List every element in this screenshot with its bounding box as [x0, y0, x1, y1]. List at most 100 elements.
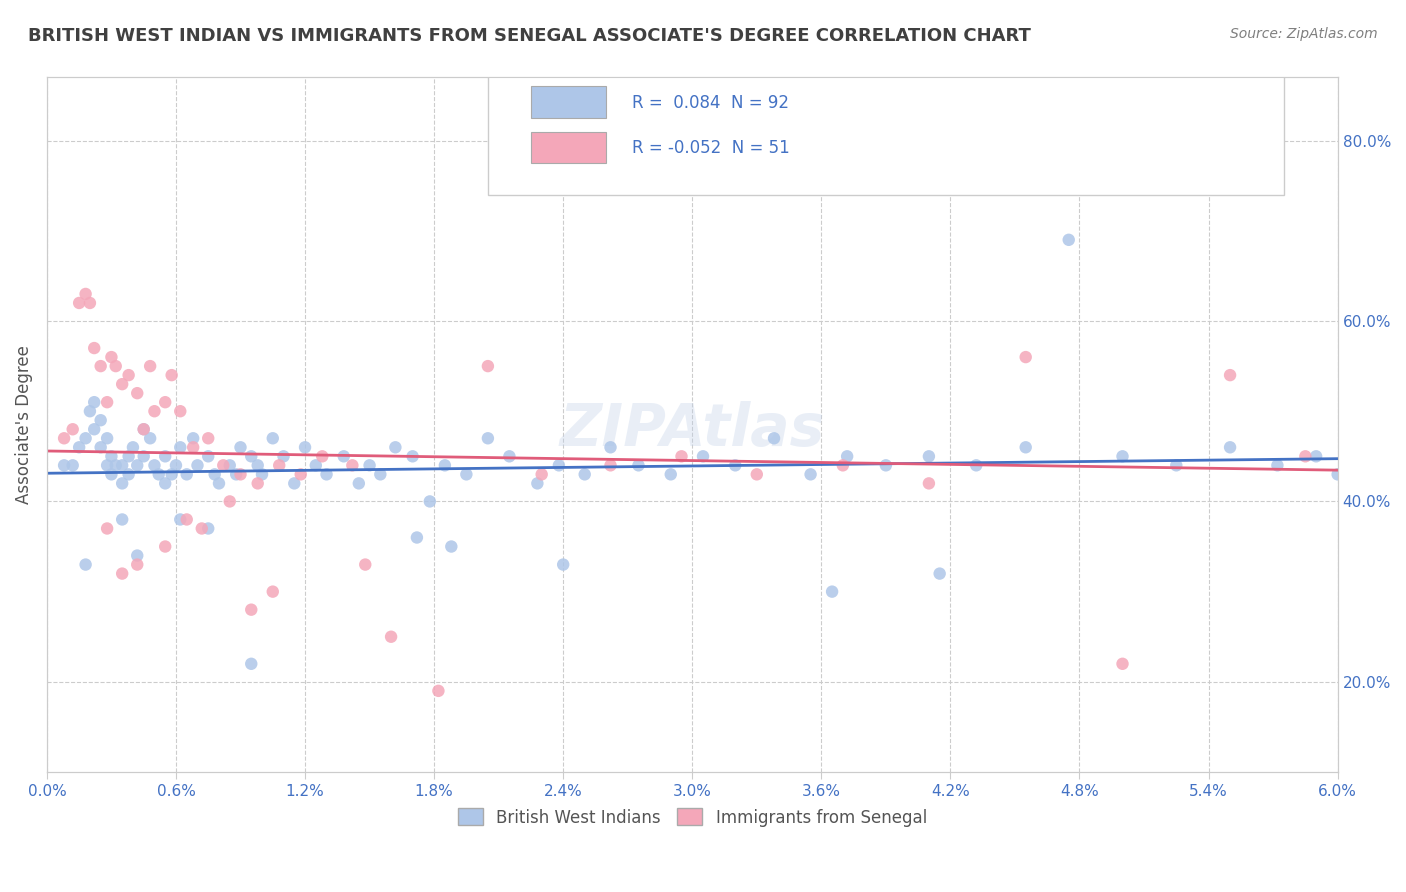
Immigrants from Senegal — [229, 467, 252, 482]
British West Indians — [53, 458, 76, 473]
Immigrants from Senegal — [831, 458, 853, 473]
Immigrants from Senegal — [96, 395, 118, 409]
Immigrants from Senegal — [75, 287, 97, 301]
Immigrants from Senegal — [169, 404, 191, 418]
British West Indians — [477, 431, 499, 445]
British West Indians — [875, 458, 897, 473]
British West Indians — [627, 458, 650, 473]
Immigrants from Senegal — [1111, 657, 1133, 671]
Legend: British West Indians, Immigrants from Senegal: British West Indians, Immigrants from Se… — [451, 802, 934, 833]
British West Indians — [574, 467, 596, 482]
British West Indians — [965, 458, 987, 473]
British West Indians — [186, 458, 208, 473]
British West Indians — [160, 467, 183, 482]
Immigrants from Senegal — [127, 558, 149, 572]
Immigrants from Senegal — [100, 350, 122, 364]
Immigrants from Senegal — [139, 359, 162, 373]
British West Indians — [139, 431, 162, 445]
British West Indians — [433, 458, 456, 473]
British West Indians — [75, 558, 97, 572]
Immigrants from Senegal — [90, 359, 112, 373]
Immigrants from Senegal — [218, 494, 240, 508]
Immigrants from Senegal — [181, 440, 204, 454]
Immigrants from Senegal — [354, 558, 377, 572]
Text: Source: ZipAtlas.com: Source: ZipAtlas.com — [1230, 27, 1378, 41]
British West Indians — [526, 476, 548, 491]
British West Indians — [169, 512, 191, 526]
Immigrants from Senegal — [111, 566, 134, 581]
British West Indians — [1015, 440, 1038, 454]
British West Indians — [111, 476, 134, 491]
British West Indians — [440, 540, 463, 554]
Text: ZIPAtlas: ZIPAtlas — [560, 401, 825, 458]
British West Indians — [67, 440, 90, 454]
Immigrants from Senegal — [269, 458, 291, 473]
Immigrants from Senegal — [599, 458, 621, 473]
British West Indians — [208, 476, 231, 491]
British West Indians — [283, 476, 305, 491]
British West Indians — [1326, 467, 1348, 482]
British West Indians — [90, 413, 112, 427]
Immigrants from Senegal — [1015, 350, 1038, 364]
British West Indians — [419, 494, 441, 508]
Immigrants from Senegal — [117, 368, 139, 383]
British West Indians — [100, 450, 122, 464]
British West Indians — [155, 476, 177, 491]
Immigrants from Senegal — [67, 296, 90, 310]
Immigrants from Senegal — [477, 359, 499, 373]
Immigrants from Senegal — [246, 476, 269, 491]
British West Indians — [111, 458, 134, 473]
British West Indians — [1219, 440, 1241, 454]
Immigrants from Senegal — [671, 450, 693, 464]
British West Indians — [456, 467, 478, 482]
British West Indians — [83, 422, 105, 436]
British West Indians — [79, 404, 101, 418]
British West Indians — [1111, 450, 1133, 464]
British West Indians — [294, 440, 316, 454]
British West Indians — [218, 458, 240, 473]
Immigrants from Senegal — [79, 296, 101, 310]
British West Indians — [83, 395, 105, 409]
British West Indians — [132, 450, 155, 464]
British West Indians — [1166, 458, 1188, 473]
Text: BRITISH WEST INDIAN VS IMMIGRANTS FROM SENEGAL ASSOCIATE'S DEGREE CORRELATION CH: BRITISH WEST INDIAN VS IMMIGRANTS FROM S… — [28, 27, 1031, 45]
British West Indians — [75, 431, 97, 445]
British West Indians — [1057, 233, 1080, 247]
Immigrants from Senegal — [380, 630, 402, 644]
Immigrants from Senegal — [155, 540, 177, 554]
British West Indians — [117, 467, 139, 482]
British West Indians — [122, 440, 145, 454]
British West Indians — [127, 549, 149, 563]
British West Indians — [599, 440, 621, 454]
British West Indians — [176, 467, 198, 482]
British West Indians — [96, 431, 118, 445]
British West Indians — [821, 584, 844, 599]
Immigrants from Senegal — [111, 377, 134, 392]
Bar — [531, 87, 606, 118]
British West Indians — [143, 458, 166, 473]
British West Indians — [498, 450, 520, 464]
Immigrants from Senegal — [530, 467, 553, 482]
Text: R =  0.084  N = 92: R = 0.084 N = 92 — [633, 94, 789, 112]
British West Indians — [724, 458, 747, 473]
Immigrants from Senegal — [918, 476, 941, 491]
Immigrants from Senegal — [191, 521, 214, 535]
Immigrants from Senegal — [96, 521, 118, 535]
British West Indians — [62, 458, 84, 473]
British West Indians — [548, 458, 571, 473]
British West Indians — [763, 431, 786, 445]
Immigrants from Senegal — [240, 602, 263, 616]
British West Indians — [90, 440, 112, 454]
British West Indians — [370, 467, 392, 482]
Bar — [488, 69, 1284, 194]
British West Indians — [359, 458, 381, 473]
British West Indians — [246, 458, 269, 473]
Immigrants from Senegal — [212, 458, 235, 473]
British West Indians — [1305, 450, 1327, 464]
British West Indians — [273, 450, 295, 464]
British West Indians — [305, 458, 328, 473]
British West Indians — [800, 467, 823, 482]
British West Indians — [315, 467, 337, 482]
British West Indians — [132, 422, 155, 436]
British West Indians — [837, 450, 859, 464]
